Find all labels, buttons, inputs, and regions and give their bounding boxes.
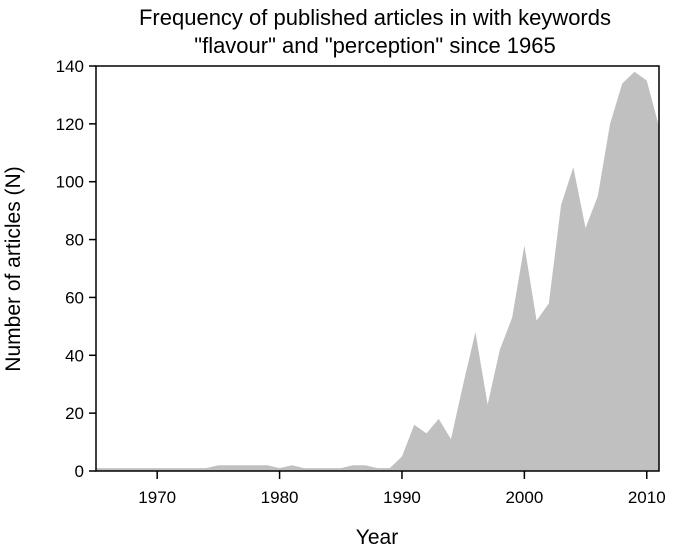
y-tick-label: 40 (65, 346, 84, 365)
axes: 0 20 40 60 80 100 120 140 1970 1980 1990 2000 2010 (56, 57, 666, 507)
y-tick-label: 80 (65, 231, 84, 250)
x-axis-label: Year (356, 526, 398, 549)
plot-area (96, 71, 659, 471)
chart-title-line-1: Frequency of published articles in with … (138, 5, 611, 30)
y-tick-label: 100 (56, 173, 84, 192)
chart-title-line-2: "flavour" and "perception" since 1965 (194, 33, 556, 58)
y-axis-label: Number of articles (N) (2, 166, 25, 371)
chart-title: Frequency of published articles in with … (0, 4, 685, 60)
y-tick-label: 20 (65, 404, 84, 423)
y-tick-label: 60 (65, 288, 84, 307)
x-tick-label: 1970 (138, 488, 176, 507)
y-tick-label: 120 (56, 115, 84, 134)
x-tick-label: 2000 (505, 488, 543, 507)
x-tick-label: 2010 (628, 488, 666, 507)
area-series (96, 71, 659, 471)
plot-frame (95, 65, 660, 472)
y-tick-label: 0 (75, 462, 84, 481)
x-tick-label: 1990 (383, 488, 421, 507)
y-tick-label: 140 (56, 57, 84, 76)
x-tick-label: 1980 (261, 488, 299, 507)
